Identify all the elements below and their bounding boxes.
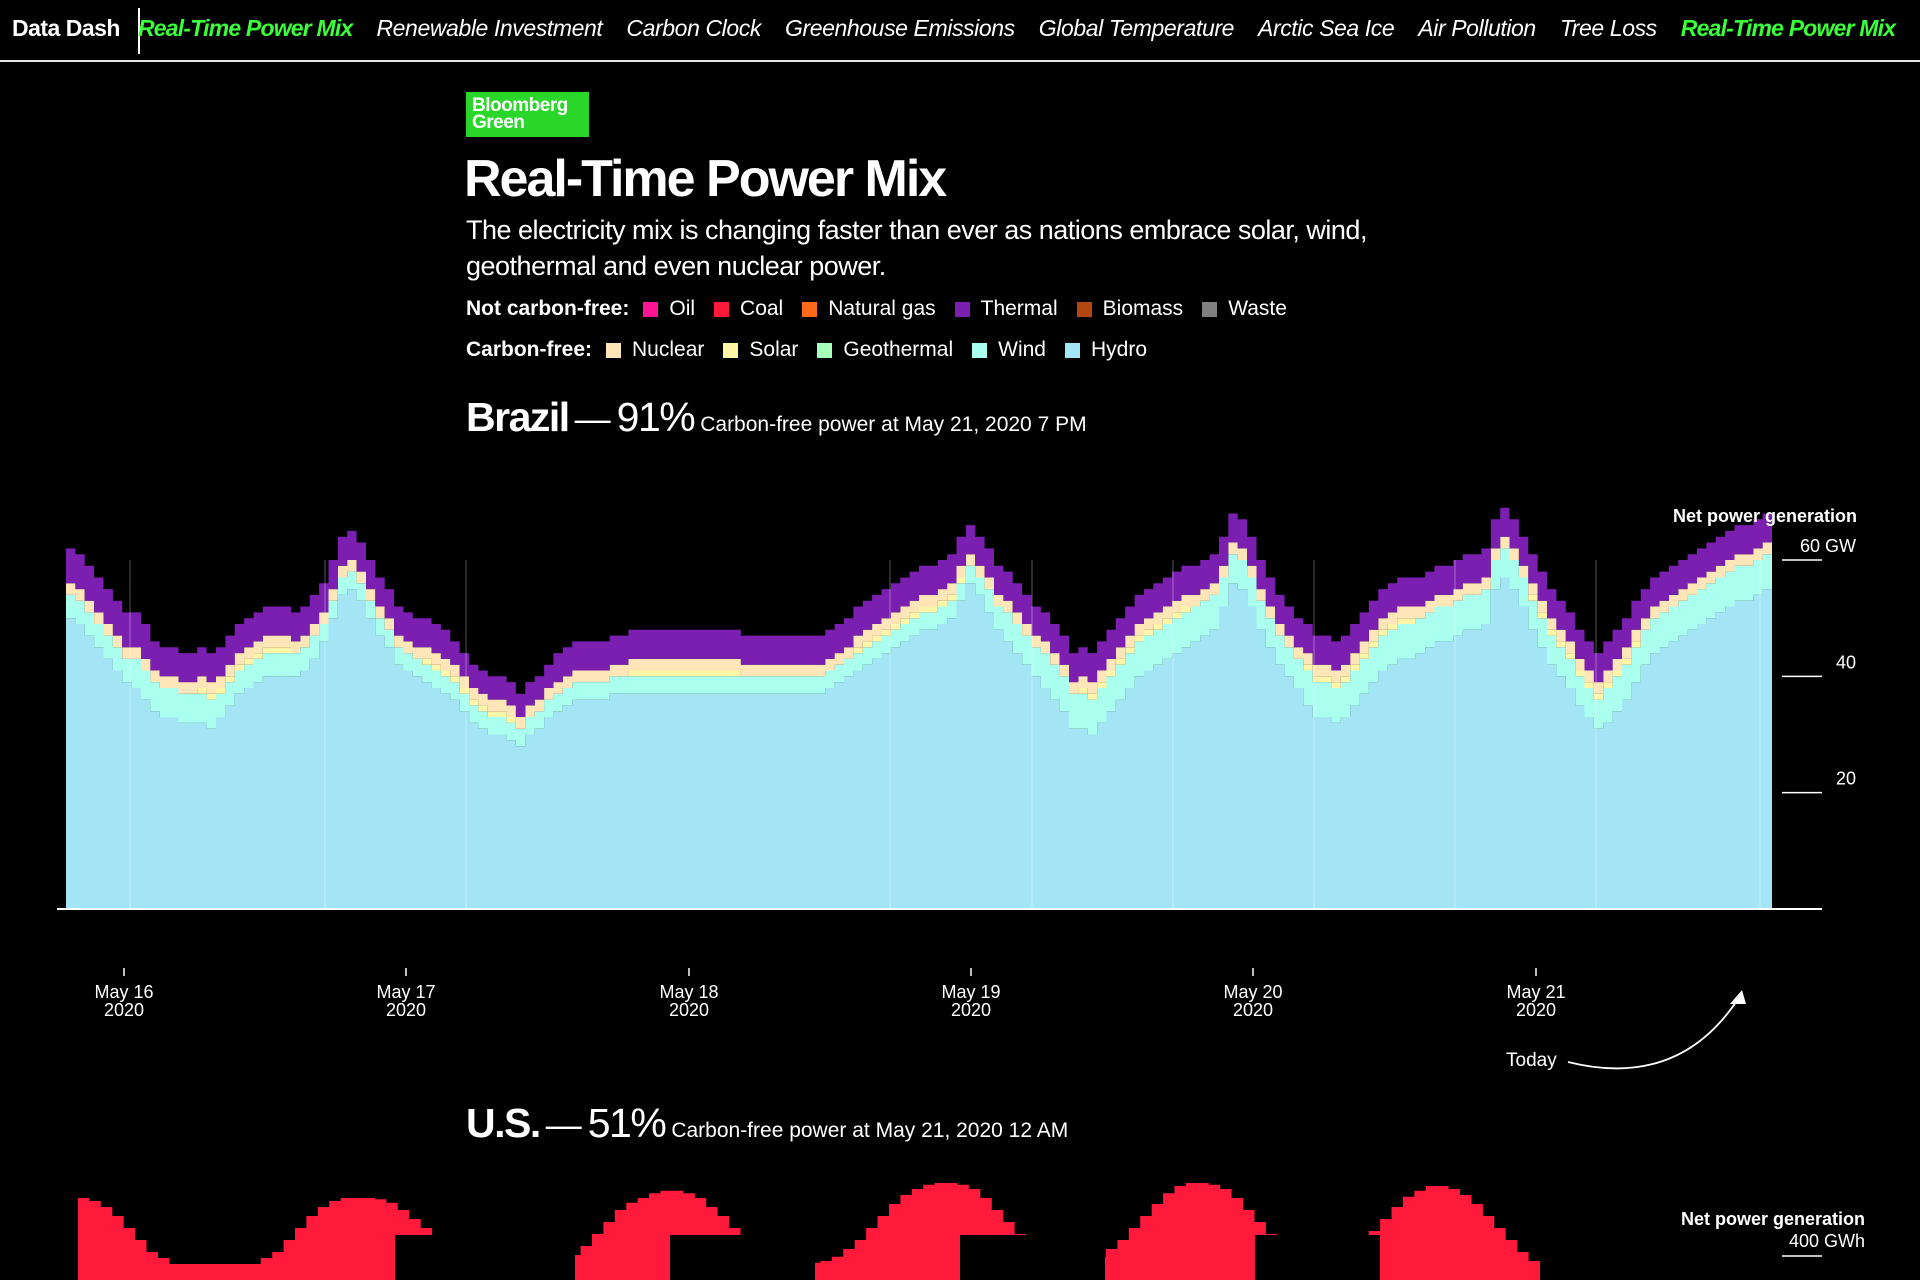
nav-item-real-time-power-mix[interactable]: Real-Time Power Mix	[1680, 15, 1896, 41]
nav-item-greenhouse-emissions[interactable]: Greenhouse Emissions	[784, 15, 1015, 41]
legend-swatch	[643, 301, 659, 317]
y-tick-label: 20	[1836, 769, 1856, 789]
x-tick-label: May 19	[941, 982, 1000, 1002]
logo-line-2: Green	[472, 112, 525, 133]
legend-swatch	[802, 301, 818, 317]
legend-label: Coal	[740, 297, 784, 320]
x-tick-label: May 16	[94, 982, 153, 1002]
y-axis-title: Net power generation	[1673, 506, 1857, 526]
legend-swatch	[1202, 301, 1218, 317]
legend-item-wind: Wind	[972, 338, 1046, 362]
nav-item-renewable-investment[interactable]: Renewable Investment	[376, 15, 603, 41]
x-tick-year: 2020	[1233, 1000, 1273, 1020]
legend-item-biomass: Biomass	[1076, 297, 1184, 321]
heading-dash: —	[574, 398, 611, 439]
series-area-hydro	[66, 577, 1772, 909]
legend-swatch	[606, 342, 622, 358]
legend-label: Biomass	[1102, 297, 1184, 320]
page-subtitle: The electricity mix is changing faster t…	[466, 215, 1367, 281]
x-tick-year: 2020	[386, 1000, 426, 1020]
heading-dash: —	[545, 1104, 582, 1145]
x-tick-label: May 20	[1223, 982, 1282, 1002]
legend-item-coal: Coal	[714, 297, 783, 321]
nav-item-arctic-sea-ice[interactable]: Arctic Sea Ice	[1258, 15, 1395, 41]
country-name: Brazil	[466, 394, 570, 440]
legend-item-hydro: Hydro	[1065, 338, 1147, 362]
nav-item-real-time-power-mix[interactable]: Real-Time Power Mix	[138, 15, 353, 41]
brazil-heading: Brazil —91% Carbon-free power at May 21, 2…	[466, 394, 1087, 441]
chart-gap	[960, 1235, 1105, 1280]
chart-gap	[1255, 1235, 1380, 1280]
page-title: Real-Time Power Mix	[464, 150, 947, 208]
legend-swatch	[714, 301, 730, 317]
nav-item-tree-loss[interactable]: Tree Loss	[1559, 15, 1657, 41]
brand-link[interactable]: Data Dash	[12, 15, 120, 41]
series-area-wind	[66, 548, 1772, 747]
legend-label: Natural gas	[828, 297, 936, 320]
legend-carbon-free: Carbon-free: Nuclear Solar Geothermal Wind H…	[466, 338, 1166, 362]
legend-label: Wind	[998, 338, 1046, 361]
today-arrow	[1567, 995, 1741, 1070]
legend-group-label: Not carbon-free:	[466, 297, 630, 320]
y-tick-label: 40	[1836, 652, 1856, 672]
nav-item-carbon-clock[interactable]: Carbon Clock	[626, 15, 761, 41]
y-tick-label: 400 GWh	[1789, 1231, 1865, 1251]
x-tick-year: 2020	[1516, 1000, 1556, 1020]
legend-label: Solar	[749, 338, 799, 361]
legend-item-nuclear: Nuclear	[606, 338, 704, 362]
legend-swatch	[817, 342, 833, 358]
carbon-free-note: Carbon-free power at May 21, 2020 7 PM	[700, 413, 1087, 436]
nav-divider	[138, 8, 140, 54]
us-heading: U.S. —51% Carbon-free power at May 21, 202…	[466, 1100, 1068, 1147]
chart-gap	[670, 1235, 815, 1280]
legend-swatch	[1076, 301, 1092, 317]
legend-item-oil: Oil	[643, 297, 695, 321]
y-tick-label: 60 GW	[1800, 536, 1856, 556]
today-annotation: Today	[1506, 1050, 1557, 1071]
legend-item-geothermal: Geothermal	[817, 338, 953, 362]
top-navigation: Data Dash Real-Time Power Mix Renewable I…	[0, 0, 1920, 62]
nav-item-air-pollution[interactable]: Air Pollution	[1418, 15, 1536, 41]
legend-item-waste: Waste	[1202, 297, 1287, 321]
today-arrowhead	[1730, 990, 1746, 1004]
legend-label: Oil	[669, 297, 696, 320]
logo-line-1: Bloomberg	[472, 95, 568, 116]
legend-item-thermal: Thermal	[954, 297, 1058, 321]
legend-label: Hydro	[1091, 338, 1148, 361]
x-tick-label: May 17	[376, 982, 435, 1002]
x-tick-label: May 18	[659, 982, 718, 1002]
legend-label: Waste	[1228, 297, 1287, 320]
legend-swatch	[972, 342, 988, 358]
legend-not-carbon-free: Not carbon-free: Oil Coal Natural gas Therm…	[466, 297, 1306, 321]
series-area-thermal	[66, 507, 1772, 717]
nav-item-global-temperature[interactable]: Global Temperature	[1038, 15, 1235, 41]
legend-item-solar: Solar	[723, 338, 798, 362]
carbon-free-percent: 51%	[587, 1100, 667, 1146]
legend-swatch	[1065, 342, 1080, 358]
carbon-free-percent: 91%	[616, 394, 696, 440]
chart-gap	[395, 1235, 575, 1280]
legend-swatch	[723, 342, 739, 358]
x-tick-year: 2020	[104, 1000, 144, 1020]
y-axis-title: Net power generation	[1681, 1209, 1865, 1229]
carbon-free-note: Carbon-free power at May 21, 2020 12 AM	[671, 1119, 1069, 1142]
x-tick-year: 2020	[669, 1000, 709, 1020]
legend-label: Geothermal	[843, 338, 954, 361]
x-tick-label: May 21	[1506, 982, 1565, 1002]
nav-items: Real-Time Power Mix Renewable Investment C…	[138, 15, 1919, 42]
country-name: U.S.	[466, 1100, 541, 1146]
legend-group-label: Carbon-free:	[466, 338, 593, 361]
legend-item-natural-gas: Natural gas	[802, 297, 936, 321]
legend-label: Nuclear	[632, 338, 705, 361]
x-tick-year: 2020	[951, 1000, 991, 1020]
legend-swatch	[954, 301, 970, 317]
legend-label: Thermal	[980, 297, 1058, 320]
bloomberg-green-logo[interactable]: Bloomberg Green	[466, 92, 589, 137]
